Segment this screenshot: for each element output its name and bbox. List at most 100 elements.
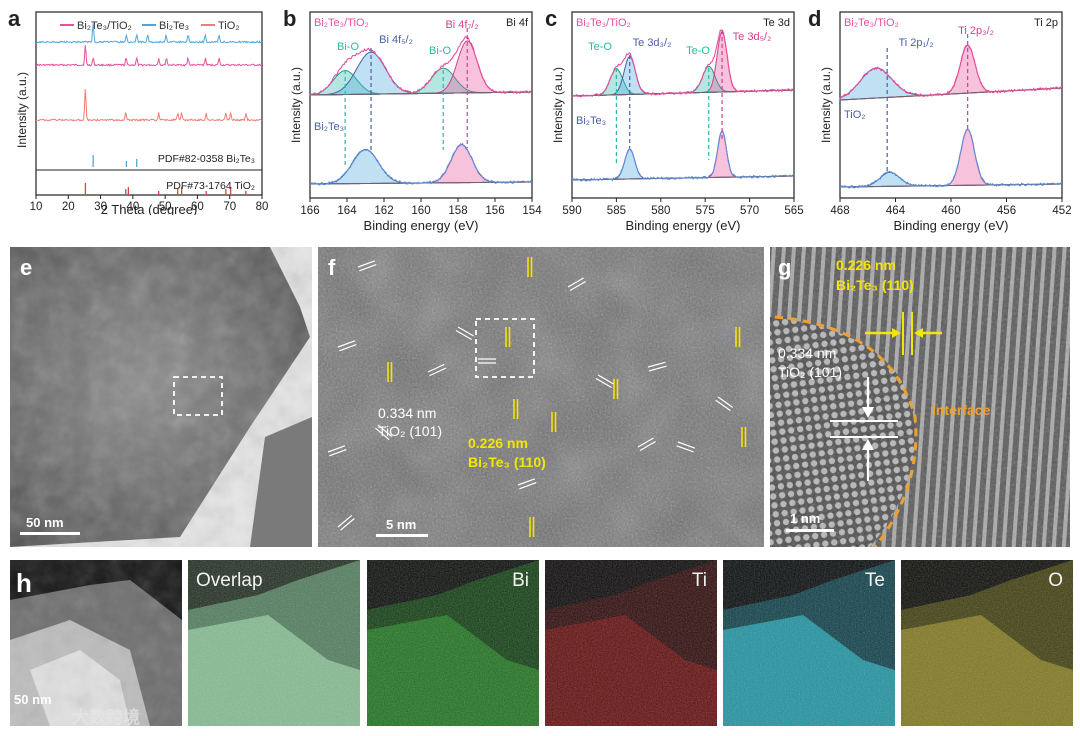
a-xtick-label: 20 [62, 201, 75, 213]
g-interface-label: Interface [932, 402, 991, 418]
panel-c-xps-chart: 590 585 580 575 570 565 Binding energy (eV) Int… [551, 11, 804, 233]
g-scale-bar [786, 529, 834, 532]
svg-d-peak-label: Ti 2p₃/₂ [958, 25, 994, 37]
a-curve-TiO₂ [35, 88, 263, 122]
panel-h-haadf-image: h 50 nm 大数跨境 [10, 560, 182, 726]
svg-d-element-label: Ti 2p [1034, 17, 1058, 29]
svg-b-xtick-label: 160 [411, 205, 430, 217]
f-bi2te3-marker [527, 257, 533, 277]
f-bi2te3-marker [505, 327, 511, 347]
f-tio2-marker [567, 277, 586, 291]
a-xtick-label: 40 [126, 201, 139, 213]
svg-d-xtick-label: 456 [997, 205, 1016, 217]
f-tio2-marker [637, 437, 656, 451]
f-scale-bar [376, 534, 428, 537]
a-ylabel: Intensity (a.u.) [15, 72, 29, 148]
svg-c-peak-label: Te-O [588, 41, 612, 53]
svg-b-raw-spectrum [309, 142, 532, 186]
a-xtick-label: 80 [256, 201, 269, 213]
panel-g-letter: g [778, 255, 792, 280]
svg-b-component-peak [310, 148, 531, 185]
svg-b-element-label: Bi 4f [506, 17, 529, 29]
panel-f-letter: f [328, 255, 336, 280]
g-bi2te3-spacing: 0.226 nm [836, 257, 896, 273]
svg-c-xtick-label: 580 [651, 205, 670, 217]
f-bi2te3-marker [551, 412, 557, 432]
f-bi2te3-marker [735, 327, 741, 347]
svg-c-raw-spectrum [571, 129, 794, 182]
svg-b-peak-label: Bi 4f₅/₂ [379, 34, 413, 46]
svg-c-xtick-label: 565 [784, 205, 803, 217]
a-xtick-label: 70 [223, 201, 236, 213]
svg-d-xtick-label: 460 [941, 205, 960, 217]
f-bi2te3-marker [741, 427, 747, 447]
a-xtick-label: 30 [94, 201, 107, 213]
svg-c-component-peak [572, 148, 793, 181]
h-map-o: O [901, 560, 1073, 726]
svg-b-raw-spectrum [309, 35, 532, 96]
svg-d-ylabel: Intensity (a.u.) [819, 67, 833, 143]
g-interface-line [774, 315, 918, 547]
panel-h-letter: h [16, 568, 32, 598]
a-curve-Bi₂Te₃ [35, 23, 263, 44]
svg-d-xtick-label: 468 [830, 205, 849, 217]
svg-b-peak-label: Bi-O [337, 41, 359, 53]
svg-b-bottom-sample-label: Bi₂Te₃ [314, 121, 344, 133]
h-map-bi: Bi [367, 560, 539, 726]
svg-b-xtick-label: 158 [448, 205, 467, 217]
f-tio2-marker [647, 361, 667, 372]
a-xlabel: 2 Theta (degree) [101, 202, 198, 215]
e-scale-bar [20, 532, 80, 535]
panel-d-letter: d [808, 6, 822, 31]
f-tio2-marker [337, 514, 355, 531]
f-tio2-marker [455, 326, 474, 340]
svg-c-peak-label: Te-O [686, 45, 710, 57]
panel-b-xps-chart: 166 164 162 160 158 156 154 Binding energy (eV)… [289, 11, 542, 233]
panel-a-xrd-chart: Bi₂Te₃/TiO₂ Bi₂Te₃ TiO₂ PDF#82-0358 Bi₂T… [15, 11, 269, 215]
panel-e-tem-image: e 50 nm [10, 247, 312, 547]
f-tio2-spacing: 0.334 nm [378, 405, 437, 421]
panel-a-letter: a [8, 6, 21, 31]
h-map-label-o: O [1048, 570, 1063, 591]
svg-c-peak-label: Te 3d₃/₂ [633, 37, 672, 49]
f-bi2te3-spacing: 0.226 nm [468, 435, 528, 451]
svg-c-component-peak [572, 130, 793, 181]
a-legend-bi2te3: Bi₂Te₃ [159, 20, 189, 32]
h-map-label-te: Te [864, 570, 885, 591]
f-tio2-marker [595, 374, 614, 388]
svg-d-xlabel: Binding energy (eV) [894, 218, 1009, 233]
svg-c-peak-label: Te 3d₅/₂ [733, 31, 772, 43]
svg-c-xtick-label: 570 [740, 205, 759, 217]
f-bi2te3-marker [529, 517, 535, 537]
panel-d-xps-chart: 468 464 460 456 452 Binding energy (eV) Intens… [819, 11, 1072, 233]
panel-c-letter: c [545, 6, 558, 31]
svg-d-peak-label: Ti 2p₁/₂ [898, 37, 933, 49]
h-map-ti: Ti [545, 560, 717, 726]
svg-c-xtick-label: 590 [562, 205, 581, 217]
f-lattice-markers [327, 257, 747, 537]
panel-e-letter: e [20, 255, 33, 280]
a-legend-composite: Bi₂Te₃/TiO₂ [77, 20, 132, 32]
g-scale-label: 1 nm [790, 511, 821, 526]
svg-b-peak-label: Bi-O [429, 45, 451, 57]
panel-b-letter: b [283, 6, 297, 31]
svg-c-top-sample-label: Bi₂Te₃/TiO₂ [576, 17, 631, 29]
h-map-label-bi: Bi [512, 570, 529, 591]
svg-c-element-label: Te 3d [763, 17, 790, 29]
h-watermark: 大数跨境 [72, 708, 140, 726]
h-map-label-overlap: Overlap [196, 570, 263, 591]
svg-c-raw-spectrum [571, 29, 794, 98]
svg-c-xtick-label: 585 [607, 205, 626, 217]
svg-b-xlabel: Binding energy (eV) [364, 218, 479, 233]
svg-b-xtick-label: 162 [374, 205, 393, 217]
f-tio2-plane: TiO₂ (101) [378, 423, 443, 439]
e-second-particle [250, 417, 312, 547]
svg-d-top-sample-label: Bi₂Te₃/TiO₂ [844, 17, 899, 29]
f-tio2-marker [357, 260, 377, 272]
svg-d-bottom-sample-label: TiO₂ [844, 109, 866, 121]
f-bi2te3-plane: Bi₂Te₃ (110) [468, 454, 546, 470]
svg-d-raw-spectrum [839, 129, 1063, 189]
f-tio2-marker [715, 396, 734, 412]
a-curve-Bi₂Te₃/TiO₂ [35, 45, 263, 67]
svg-d-raw-spectrum [839, 44, 1062, 99]
